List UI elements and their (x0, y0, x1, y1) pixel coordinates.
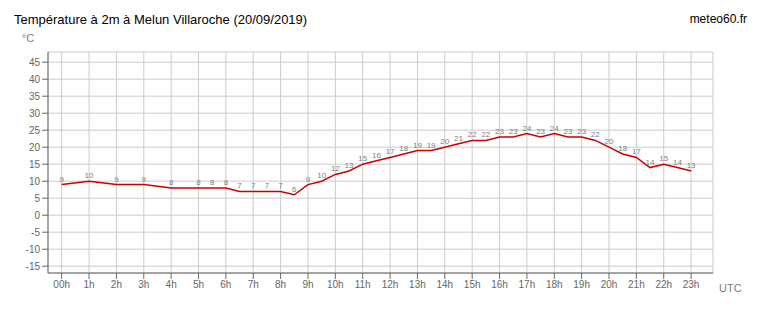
svg-text:23: 23 (495, 127, 504, 136)
svg-text:7h: 7h (248, 279, 259, 290)
svg-text:19: 19 (413, 141, 422, 150)
svg-text:10: 10 (317, 171, 326, 180)
svg-text:21: 21 (454, 134, 463, 143)
svg-text:4h: 4h (166, 279, 177, 290)
svg-text:22: 22 (591, 130, 600, 139)
svg-text:23: 23 (536, 127, 545, 136)
svg-text:14: 14 (646, 158, 655, 167)
svg-text:24: 24 (550, 124, 559, 133)
svg-text:10: 10 (85, 171, 94, 180)
svg-text:16h: 16h (491, 279, 508, 290)
svg-text:0: 0 (34, 210, 40, 221)
svg-text:5h: 5h (193, 279, 204, 290)
svg-text:9: 9 (142, 175, 147, 184)
svg-text:13: 13 (687, 161, 696, 170)
svg-text:30: 30 (29, 108, 41, 119)
svg-text:22: 22 (481, 130, 490, 139)
svg-text:15: 15 (29, 159, 41, 170)
svg-text:7: 7 (237, 181, 242, 190)
svg-text:12: 12 (331, 164, 340, 173)
svg-text:9: 9 (306, 175, 311, 184)
svg-text:15: 15 (659, 154, 668, 163)
svg-text:23: 23 (577, 127, 586, 136)
svg-text:40: 40 (29, 74, 41, 85)
svg-text:1h: 1h (83, 279, 94, 290)
svg-text:-15: -15 (26, 261, 41, 272)
svg-text:18h: 18h (546, 279, 563, 290)
svg-text:19h: 19h (573, 279, 590, 290)
svg-text:13h: 13h (409, 279, 426, 290)
svg-text:23: 23 (509, 127, 518, 136)
svg-text:8h: 8h (275, 279, 286, 290)
svg-text:20h: 20h (601, 279, 618, 290)
svg-text:13: 13 (345, 161, 354, 170)
svg-text:UTC: UTC (719, 282, 742, 294)
svg-text:°C: °C (22, 32, 34, 44)
svg-text:9h: 9h (302, 279, 313, 290)
svg-text:6: 6 (292, 185, 297, 194)
html-text:meteo60.fr: meteo60.fr (689, 12, 747, 26)
svg-text:15: 15 (358, 154, 367, 163)
svg-text:12h: 12h (382, 279, 399, 290)
svg-text:9: 9 (114, 175, 119, 184)
svg-text:9: 9 (59, 175, 64, 184)
svg-text:14: 14 (673, 158, 682, 167)
svg-text:45: 45 (29, 57, 41, 68)
svg-text:16: 16 (372, 151, 381, 160)
svg-text:00h: 00h (53, 279, 70, 290)
svg-text:7: 7 (265, 181, 270, 190)
svg-text:11h: 11h (355, 279, 371, 290)
svg-text:17h: 17h (519, 279, 536, 290)
svg-text:18: 18 (399, 144, 408, 153)
svg-text:25: 25 (29, 125, 41, 136)
svg-text:2h: 2h (111, 279, 122, 290)
svg-text:18: 18 (618, 144, 627, 153)
svg-text:8: 8 (196, 178, 201, 187)
svg-text:8: 8 (224, 178, 229, 187)
svg-text:7: 7 (278, 181, 283, 190)
svg-text:5: 5 (34, 193, 40, 204)
svg-text:-5: -5 (31, 227, 40, 238)
svg-text:23: 23 (564, 127, 573, 136)
svg-text:22h: 22h (655, 279, 672, 290)
svg-text:21h: 21h (628, 279, 645, 290)
svg-text:6h: 6h (220, 279, 231, 290)
svg-text:14h: 14h (436, 279, 453, 290)
svg-text:17: 17 (632, 147, 641, 156)
svg-text:17: 17 (386, 147, 395, 156)
svg-text:20: 20 (440, 137, 449, 146)
svg-text:15h: 15h (464, 279, 481, 290)
svg-text:8: 8 (169, 178, 174, 187)
svg-text:20: 20 (605, 137, 614, 146)
html-text:Température à 2m à Melun Villa: Température à 2m à Melun Villaroche (20/… (14, 11, 308, 27)
svg-text:19: 19 (427, 141, 436, 150)
svg-text:20: 20 (29, 142, 41, 153)
svg-text:10h: 10h (327, 279, 344, 290)
svg-text:-10: -10 (26, 244, 41, 255)
svg-text:7: 7 (251, 181, 256, 190)
svg-text:10: 10 (29, 176, 41, 187)
svg-text:3h: 3h (138, 279, 149, 290)
svg-text:24: 24 (522, 124, 531, 133)
svg-text:23h: 23h (683, 279, 700, 290)
svg-text:8: 8 (210, 178, 215, 187)
svg-text:35: 35 (29, 91, 41, 102)
svg-text:22: 22 (468, 130, 477, 139)
